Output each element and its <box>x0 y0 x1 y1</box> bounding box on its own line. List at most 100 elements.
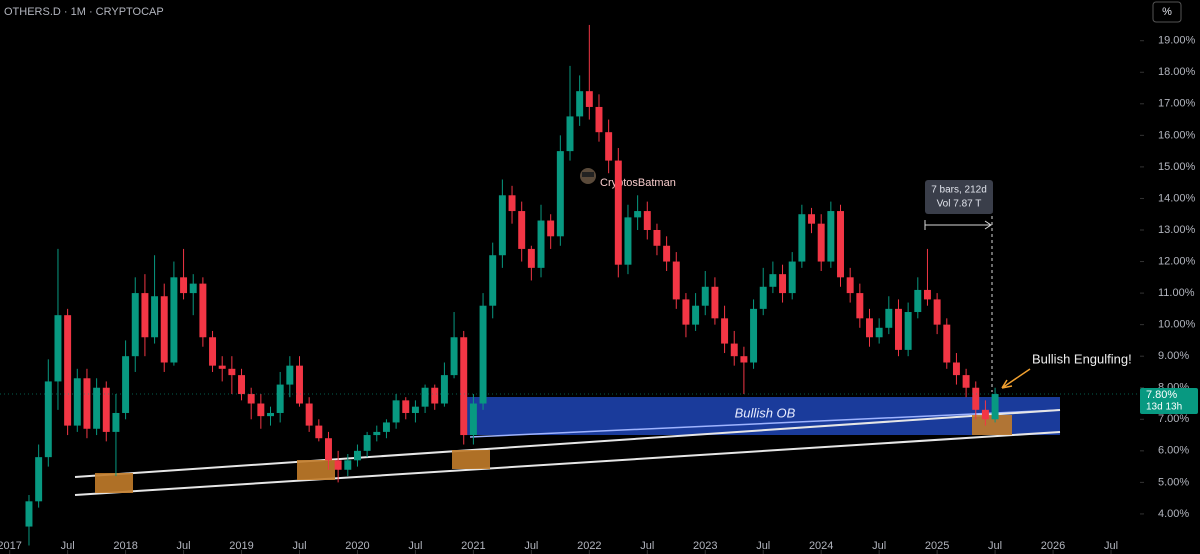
candle-body <box>972 387 980 410</box>
y-tick-label: 7.00% <box>1158 413 1189 425</box>
candle-body <box>547 220 555 237</box>
candle-body <box>759 286 767 309</box>
candle-body <box>122 356 130 413</box>
measure-arrow <box>984 220 992 230</box>
candle-body <box>740 356 748 363</box>
drawings: Bullish OB 7 bars, 212d Vol 7.87 T Bulli… <box>74 168 1132 496</box>
candle-body <box>276 384 284 413</box>
candle-body <box>952 362 960 376</box>
candle-body <box>537 220 545 268</box>
candle-body <box>595 106 603 133</box>
candle-body <box>962 375 970 388</box>
x-tick-label: 2019 <box>229 540 253 552</box>
candle-body <box>83 378 91 429</box>
x-tick-label: Jul <box>1104 540 1118 552</box>
candle-body <box>692 305 700 325</box>
candle-body <box>875 327 883 338</box>
candle-body <box>286 365 294 385</box>
y-tick-label: 18.00% <box>1158 66 1196 78</box>
last-price-label: 7.80% <box>1146 389 1177 401</box>
candle-body <box>981 409 989 420</box>
candle-body <box>218 365 226 369</box>
x-tick-label: 2017 <box>0 540 22 552</box>
y-tick-label: 13.00% <box>1158 224 1196 236</box>
candle-body <box>392 400 400 423</box>
author-watermark: CryptosBatman <box>600 177 676 189</box>
x-tick-label: Jul <box>524 540 538 552</box>
y-tick-label: 15.00% <box>1158 161 1196 173</box>
candle-body <box>44 381 52 458</box>
x-tick-label: Jul <box>408 540 422 552</box>
candle-body <box>141 293 149 338</box>
measure-volume: Vol 7.87 T <box>937 199 982 210</box>
candle-body <box>721 318 729 344</box>
x-tick-label: Jul <box>872 540 886 552</box>
candles <box>25 24 999 546</box>
candle-body <box>527 248 535 268</box>
pattern-label: Bullish Engulfing! <box>1032 351 1132 366</box>
highlight-box <box>452 450 490 469</box>
candle-body <box>943 324 951 363</box>
x-tick-label: 2026 <box>1041 540 1065 552</box>
candle-body <box>479 305 487 404</box>
candle-body <box>846 277 854 294</box>
candle-body <box>788 261 796 294</box>
candle-body <box>798 214 806 262</box>
candle-body <box>25 501 33 527</box>
scale-button[interactable] <box>1152 1 1182 23</box>
candle-body <box>585 91 593 107</box>
x-tick-label: 2024 <box>809 540 833 552</box>
chart-title: OTHERS.D · 1M · CRYPTOCAP <box>4 6 164 18</box>
candle-body <box>73 378 81 426</box>
candle-body <box>653 229 661 246</box>
trend-line <box>74 409 1061 478</box>
candle-body <box>35 457 43 502</box>
candle-body <box>750 308 758 363</box>
candle-body <box>624 217 632 265</box>
candle-body <box>102 387 110 432</box>
candle-body <box>469 403 477 436</box>
measure-tooltip <box>925 180 993 214</box>
candle-body <box>228 368 236 376</box>
x-tick-label: 2025 <box>925 540 949 552</box>
candle-body <box>933 299 941 325</box>
candle-body <box>334 460 342 470</box>
y-tick-label: 11.00% <box>1158 287 1195 299</box>
candle-body <box>160 296 168 363</box>
candle-body <box>904 312 912 350</box>
measure-bars: 7 bars, 212d <box>931 185 987 196</box>
x-tick-label: 2021 <box>461 540 485 552</box>
candle-body <box>856 293 864 319</box>
y-tick-label: 4.00% <box>1158 508 1189 520</box>
x-tick-label: 2022 <box>577 540 601 552</box>
candle-body <box>991 394 999 420</box>
pattern-arrow <box>1001 368 1031 389</box>
candle-body <box>614 160 622 265</box>
candle-body <box>518 211 526 249</box>
candle-body <box>353 450 361 461</box>
candle-body <box>324 438 332 461</box>
candle-body <box>682 299 690 325</box>
highlight-box <box>297 460 335 480</box>
candle-body <box>247 394 255 404</box>
candle-body <box>711 286 719 319</box>
candle-body <box>267 412 274 417</box>
y-tick-label: 6.00% <box>1158 445 1189 457</box>
candle-body <box>257 403 265 417</box>
candle-body <box>170 277 178 363</box>
candle-body <box>489 255 497 306</box>
candle-body <box>344 460 352 470</box>
x-tick-label: Jul <box>988 540 1002 552</box>
author-avatar <box>582 172 594 177</box>
candle-body <box>411 406 419 413</box>
candle-body <box>566 116 574 152</box>
candle-body <box>837 211 844 278</box>
candle-body <box>634 211 642 218</box>
y-tick-label: 12.00% <box>1158 255 1196 267</box>
y-tick-label: 19.00% <box>1158 35 1196 47</box>
candle-body <box>54 315 62 382</box>
scale-button-label[interactable]: % <box>1162 6 1172 18</box>
x-tick-label: Jul <box>292 540 306 552</box>
candle-body <box>885 308 893 328</box>
